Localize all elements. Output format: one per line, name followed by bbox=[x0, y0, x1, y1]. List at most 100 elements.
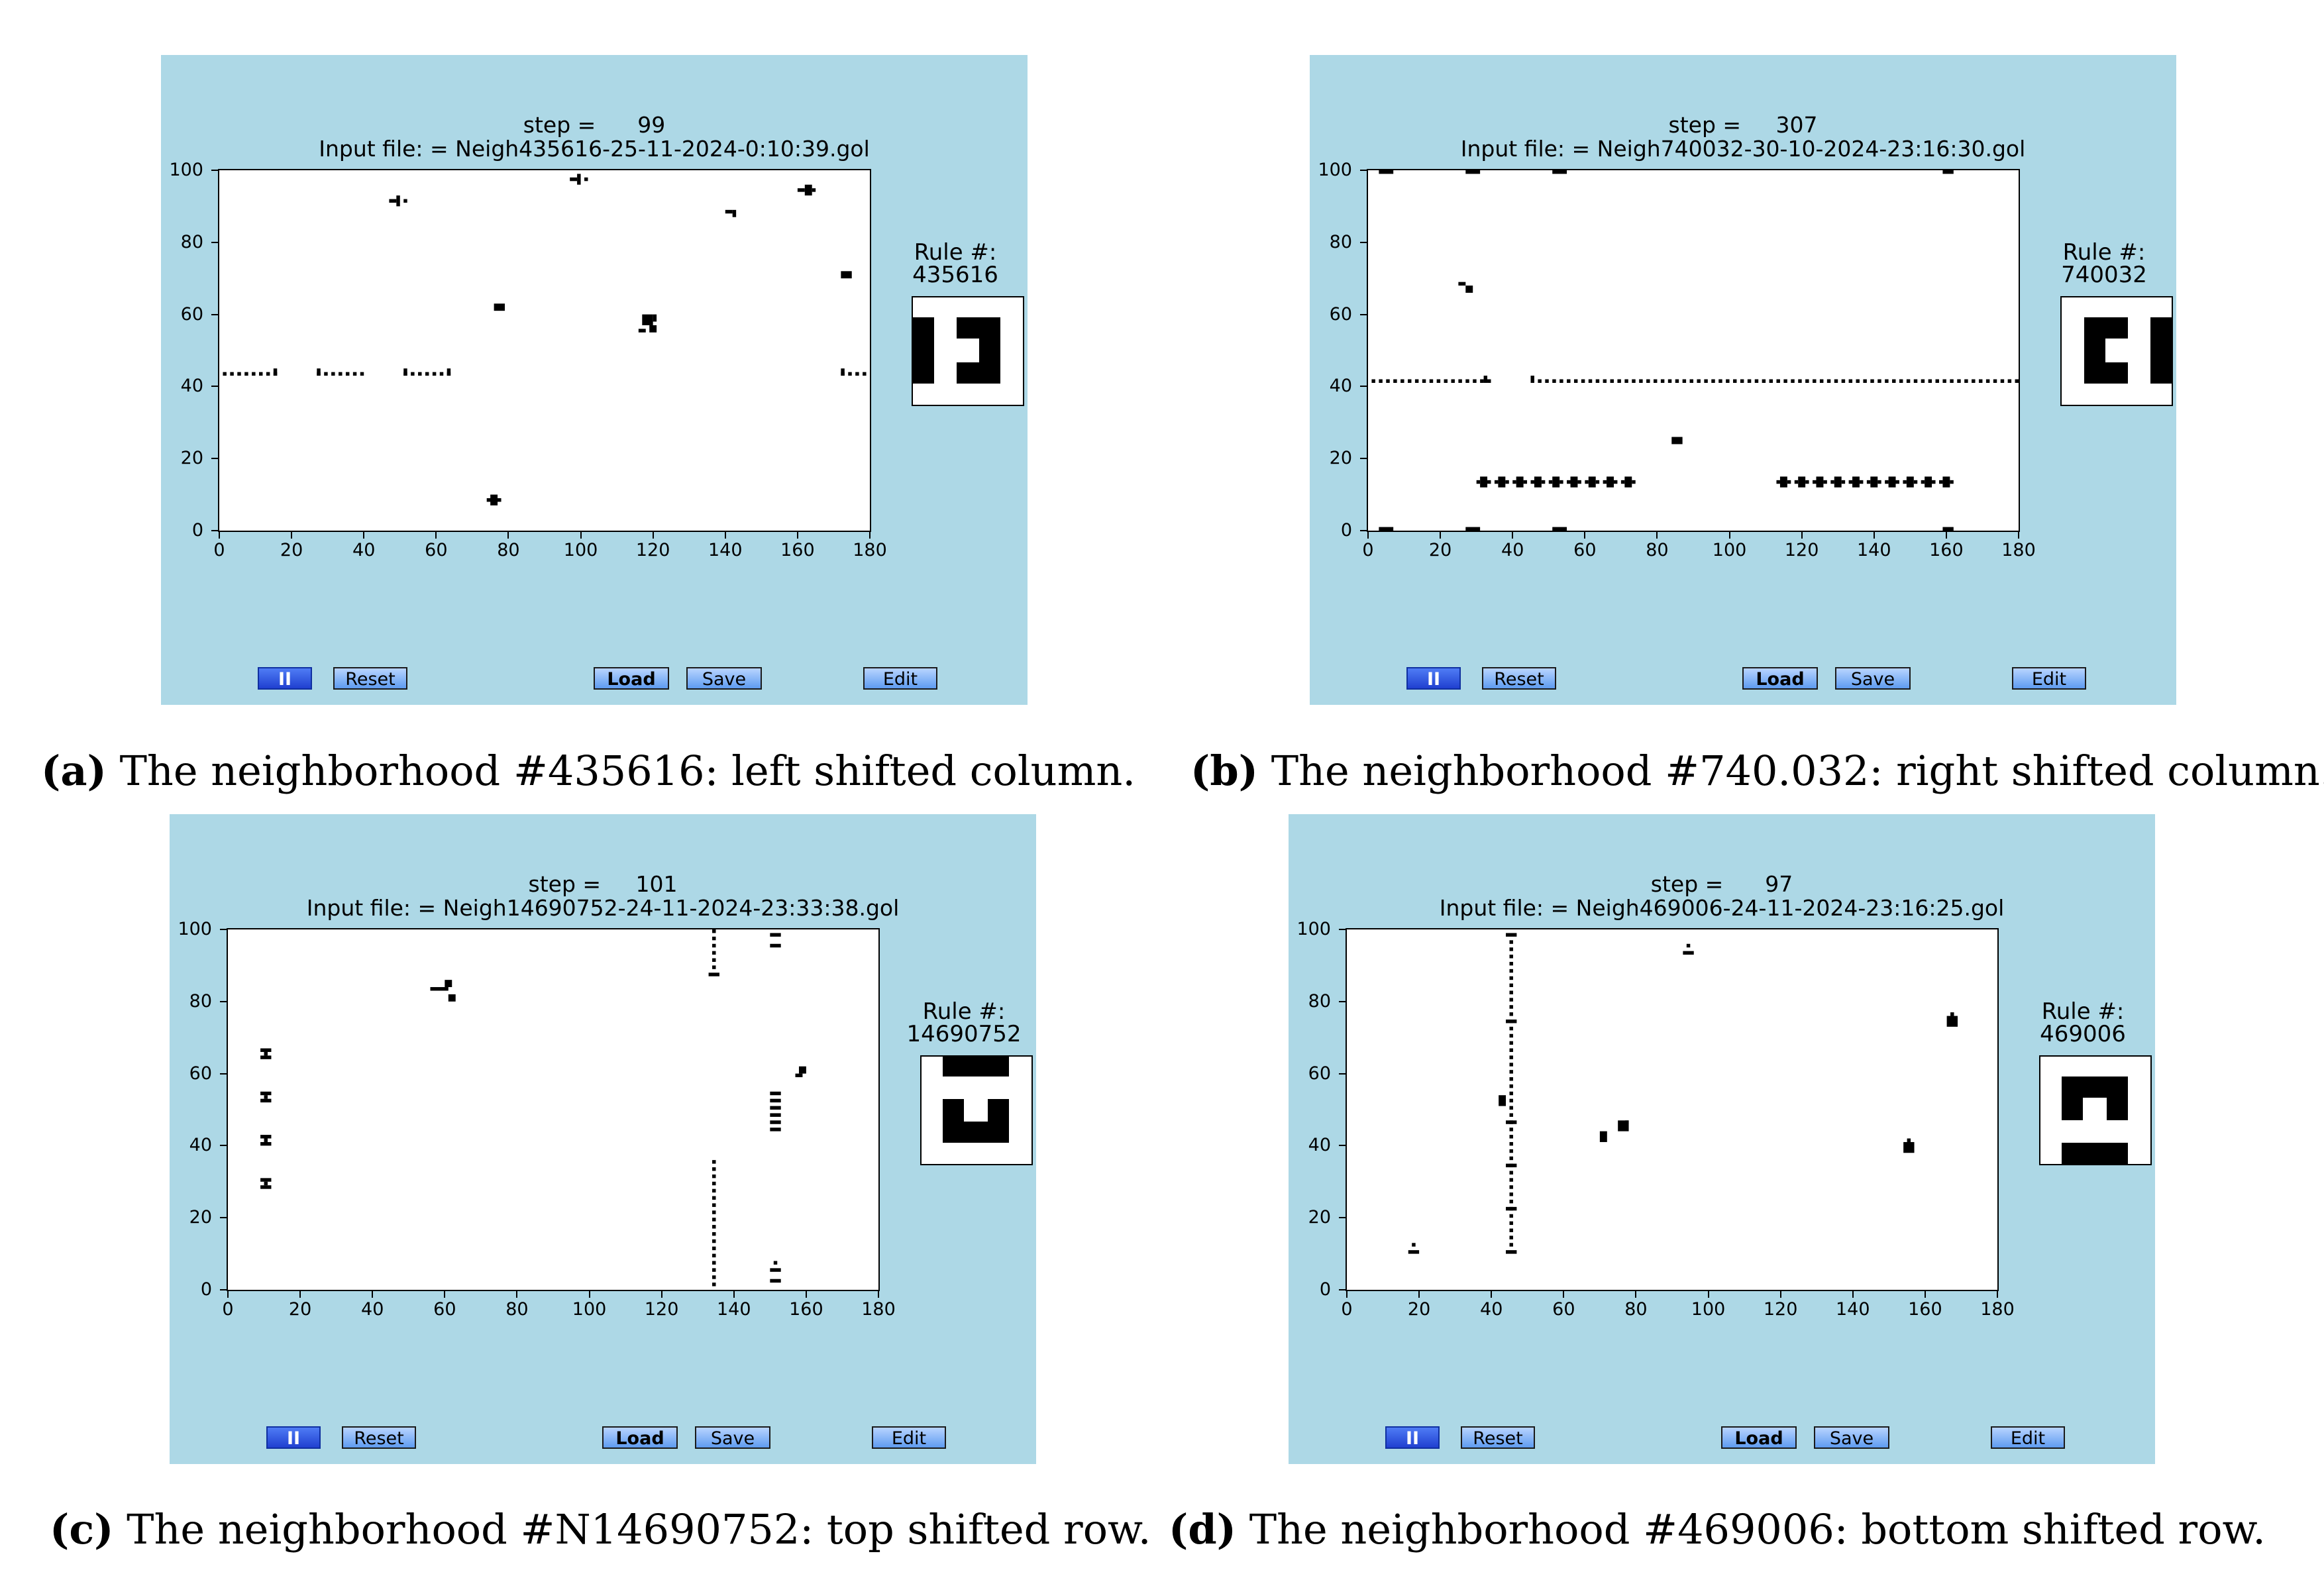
pause-button[interactable]: II bbox=[1385, 1426, 1440, 1449]
pause-button[interactable]: II bbox=[266, 1426, 321, 1449]
live-cell bbox=[1813, 480, 1817, 484]
caption-text: The neighborhood #740.032: right shifted… bbox=[1271, 747, 2324, 795]
live-cell bbox=[1509, 1156, 1513, 1161]
load-button[interactable]: Load bbox=[1721, 1426, 1797, 1449]
live-cell bbox=[1509, 1214, 1513, 1218]
live-cell bbox=[1567, 379, 1571, 383]
live-cell bbox=[732, 209, 737, 217]
live-cell bbox=[1866, 480, 1871, 484]
x-tick-mark bbox=[1924, 1291, 1926, 1298]
live-cell bbox=[317, 368, 321, 376]
step-counter: step = 97 bbox=[1650, 871, 1793, 897]
edit-button[interactable]: Edit bbox=[863, 667, 937, 690]
neighborhood-icon bbox=[912, 296, 1024, 406]
live-cell bbox=[725, 209, 733, 214]
reset-button[interactable]: Reset bbox=[342, 1426, 416, 1449]
live-cell bbox=[653, 314, 657, 322]
live-cell bbox=[1408, 379, 1412, 383]
y-tick-label: 0 bbox=[200, 1279, 212, 1300]
live-cell bbox=[1671, 437, 1683, 445]
x-tick-mark bbox=[2018, 532, 2019, 539]
grid-plot[interactable] bbox=[1346, 928, 1999, 1291]
load-button[interactable]: Load bbox=[594, 667, 669, 690]
live-cell bbox=[1548, 480, 1553, 484]
x-tick-label: 180 bbox=[1980, 1299, 2015, 1320]
live-cell bbox=[389, 199, 397, 203]
live-cell bbox=[1870, 476, 1878, 488]
x-tick-mark bbox=[1852, 1291, 1854, 1298]
neighborhood-icon bbox=[2039, 1055, 2152, 1165]
step-counter: step = 99 bbox=[523, 112, 666, 138]
reset-button[interactable]: Reset bbox=[1482, 667, 1556, 690]
x-tick-label: 0 bbox=[1362, 540, 1374, 560]
panel-c: step = 101 Input file: = Neigh14690752-2… bbox=[170, 814, 1036, 1464]
live-cell bbox=[1646, 379, 1650, 383]
live-cell bbox=[1823, 480, 1827, 484]
reset-button[interactable]: Reset bbox=[333, 667, 407, 690]
live-cell bbox=[1675, 379, 1679, 383]
caption-tag: (d) bbox=[1169, 1505, 1237, 1553]
load-button[interactable]: Load bbox=[1742, 667, 1818, 690]
y-tick-label: 100 bbox=[178, 919, 212, 939]
live-cell bbox=[570, 177, 578, 182]
live-cell bbox=[1718, 379, 1722, 383]
x-tick-mark bbox=[805, 1291, 807, 1298]
live-cell bbox=[1509, 1048, 1513, 1052]
save-button[interactable]: Save bbox=[695, 1426, 770, 1449]
caption-text: The neighborhood #435616: left shifted c… bbox=[119, 747, 1136, 795]
y-tick-mark bbox=[220, 1217, 227, 1219]
grid-plot[interactable] bbox=[218, 169, 871, 532]
live-cell bbox=[1509, 969, 1513, 973]
live-cell bbox=[1798, 476, 1806, 488]
x-tick-label: 100 bbox=[1712, 540, 1747, 560]
rule-number: 740032 bbox=[2061, 262, 2147, 288]
edit-button[interactable]: Edit bbox=[1991, 1426, 2065, 1449]
live-cell bbox=[1465, 170, 1481, 174]
live-cell bbox=[798, 1066, 806, 1074]
rule-title: Rule #: bbox=[2041, 998, 2125, 1025]
live-cell bbox=[1538, 379, 1542, 383]
live-cell bbox=[1624, 476, 1632, 488]
live-cell bbox=[1552, 527, 1567, 531]
x-tick-label: 180 bbox=[853, 540, 887, 560]
live-cell bbox=[712, 1253, 716, 1258]
save-button[interactable]: Save bbox=[1814, 1426, 1889, 1449]
pause-button[interactable]: II bbox=[1406, 667, 1461, 690]
live-cell bbox=[1667, 379, 1672, 383]
neighborhood-icon bbox=[920, 1055, 1033, 1165]
live-cell bbox=[339, 372, 343, 376]
x-tick-mark bbox=[372, 1291, 374, 1298]
live-cell bbox=[1913, 379, 1918, 383]
reset-button[interactable]: Reset bbox=[1461, 1426, 1535, 1449]
x-tick-mark bbox=[1367, 532, 1369, 539]
live-cell bbox=[2015, 379, 2019, 383]
live-cell bbox=[1946, 1016, 1958, 1027]
live-cell bbox=[1422, 379, 1426, 383]
save-button[interactable]: Save bbox=[1835, 667, 1911, 690]
load-button[interactable]: Load bbox=[602, 1426, 678, 1449]
live-cell bbox=[1660, 379, 1665, 383]
live-cell bbox=[1704, 379, 1708, 383]
live-cell bbox=[1885, 379, 1889, 383]
live-cell bbox=[1877, 480, 1881, 484]
y-tick-label: 100 bbox=[169, 160, 203, 180]
x-tick-label: 0 bbox=[1341, 1299, 1353, 1320]
step-counter: step = 101 bbox=[528, 871, 678, 897]
grid-plot[interactable] bbox=[1367, 169, 2020, 532]
live-cell bbox=[712, 1196, 716, 1200]
edit-button[interactable]: Edit bbox=[2012, 667, 2086, 690]
save-button[interactable]: Save bbox=[686, 667, 762, 690]
live-cell bbox=[1610, 379, 1614, 383]
y-tick-label: 0 bbox=[1340, 520, 1352, 541]
y-tick-label: 20 bbox=[180, 448, 203, 469]
live-cell bbox=[345, 372, 350, 376]
grid-plot[interactable] bbox=[227, 928, 880, 1291]
live-cell bbox=[712, 1210, 716, 1214]
live-cell bbox=[577, 174, 581, 185]
y-tick-mark bbox=[220, 1000, 227, 1002]
live-cell bbox=[1942, 170, 1954, 174]
pause-button[interactable]: II bbox=[258, 667, 312, 690]
live-cell bbox=[1826, 379, 1831, 383]
x-tick-label: 20 bbox=[280, 540, 303, 560]
edit-button[interactable]: Edit bbox=[872, 1426, 946, 1449]
